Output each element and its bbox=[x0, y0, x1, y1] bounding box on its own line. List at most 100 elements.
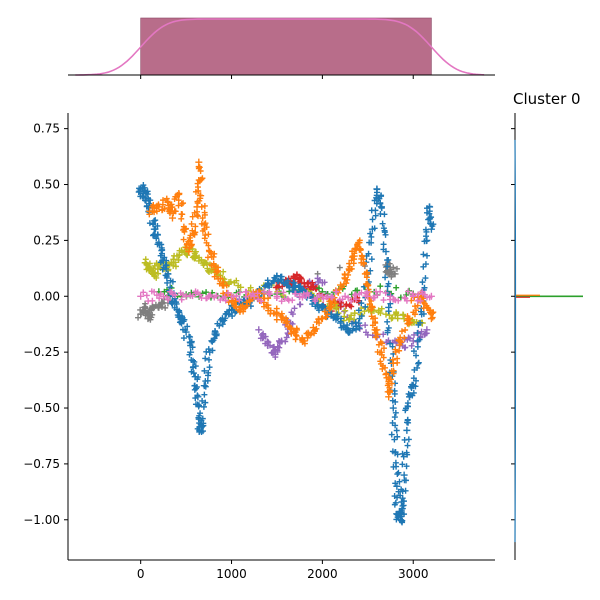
data-point-fill bbox=[178, 296, 185, 303]
data-point-fill bbox=[203, 260, 210, 267]
data-point-fill bbox=[414, 330, 421, 337]
data-point-fill bbox=[315, 307, 322, 314]
data-point-fill bbox=[320, 302, 327, 309]
data-point-fill bbox=[395, 297, 402, 304]
data-point-fill bbox=[183, 244, 190, 251]
data-point-fill bbox=[314, 294, 321, 301]
data-point-fill bbox=[206, 364, 213, 371]
data-point-fill bbox=[403, 449, 410, 456]
data-point-fill bbox=[389, 356, 396, 363]
data-point-fill bbox=[305, 292, 312, 299]
data-point-fill bbox=[229, 313, 236, 320]
data-point-fill bbox=[195, 213, 202, 220]
data-point bbox=[164, 198, 172, 206]
data-point-fill bbox=[292, 332, 299, 339]
data-point-fill bbox=[378, 192, 385, 199]
data-point-fill bbox=[196, 402, 203, 409]
data-point-fill bbox=[394, 433, 401, 440]
data-point-fill bbox=[264, 277, 271, 284]
data-point-fill bbox=[358, 313, 365, 320]
data-point-fill bbox=[341, 308, 348, 315]
data-point-fill bbox=[345, 316, 352, 323]
data-point bbox=[346, 315, 354, 323]
data-point-fill bbox=[278, 273, 285, 280]
data-point-fill bbox=[351, 292, 358, 299]
data-point-fill bbox=[283, 334, 290, 341]
data-point-fill bbox=[430, 309, 437, 316]
data-point-fill bbox=[209, 347, 216, 354]
data-point-fill bbox=[404, 416, 411, 423]
data-point-fill bbox=[296, 301, 303, 308]
data-point-fill bbox=[147, 316, 154, 323]
data-point-fill bbox=[394, 494, 401, 501]
data-point-fill bbox=[189, 227, 196, 234]
data-point-fill bbox=[362, 322, 369, 329]
data-point-fill bbox=[274, 344, 281, 351]
data-point-fill bbox=[411, 311, 418, 318]
data-point-fill bbox=[405, 436, 412, 443]
data-point-fill bbox=[399, 461, 406, 468]
data-point-fill bbox=[309, 279, 316, 286]
data-point-fill bbox=[172, 193, 179, 200]
data-point-fill bbox=[394, 355, 401, 362]
data-point-fill bbox=[175, 256, 182, 263]
data-point bbox=[427, 292, 435, 300]
data-point-fill bbox=[363, 274, 370, 281]
data-point-fill bbox=[187, 333, 194, 340]
data-point-fill bbox=[351, 310, 358, 317]
y-tick-label: 0.00 bbox=[33, 289, 60, 303]
data-point-fill bbox=[206, 269, 213, 276]
data-point-fill bbox=[180, 236, 187, 243]
data-point-fill bbox=[255, 296, 262, 303]
x-tick-label: 1000 bbox=[216, 567, 247, 581]
data-point-fill bbox=[426, 215, 433, 222]
data-point-fill bbox=[199, 415, 206, 422]
data-point-fill bbox=[189, 246, 196, 253]
data-point bbox=[409, 382, 417, 390]
data-point-fill bbox=[418, 328, 425, 335]
data-point bbox=[168, 214, 176, 222]
data-point-fill bbox=[425, 216, 432, 223]
data-point-fill bbox=[263, 301, 270, 308]
data-point-fill bbox=[142, 256, 149, 263]
data-point-fill bbox=[396, 347, 403, 354]
data-point-fill bbox=[403, 463, 410, 470]
data-point bbox=[159, 292, 167, 300]
data-point-fill bbox=[385, 380, 392, 387]
data-point bbox=[337, 281, 345, 289]
data-point-fill bbox=[378, 305, 385, 312]
data-point-fill bbox=[391, 296, 398, 303]
data-point-fill bbox=[233, 277, 240, 284]
data-point-fill bbox=[208, 262, 215, 269]
data-point-fill bbox=[189, 364, 196, 371]
data-point-fill bbox=[159, 247, 166, 254]
data-point-fill bbox=[176, 191, 183, 198]
data-point-fill bbox=[355, 307, 362, 314]
data-point-fill bbox=[223, 282, 230, 289]
data-point-fill bbox=[198, 256, 205, 263]
top-marginal-bar bbox=[140, 17, 432, 76]
data-point-fill bbox=[385, 256, 392, 263]
data-point-fill bbox=[196, 291, 203, 298]
data-point bbox=[150, 225, 158, 233]
data-point-fill bbox=[200, 428, 207, 435]
data-point bbox=[391, 270, 399, 278]
data-point-fill bbox=[161, 205, 168, 212]
data-point-fill bbox=[399, 502, 406, 509]
data-point-fill bbox=[416, 336, 423, 343]
data-point-fill bbox=[287, 326, 294, 333]
y-tick-label: 0.25 bbox=[33, 233, 60, 247]
data-point-fill bbox=[358, 289, 365, 296]
data-point-fill bbox=[261, 288, 268, 295]
data-point-fill bbox=[259, 335, 266, 342]
data-point-fill bbox=[419, 279, 426, 286]
data-point-fill bbox=[221, 293, 228, 300]
data-point-fill bbox=[168, 300, 175, 307]
data-point bbox=[393, 482, 401, 490]
data-point-fill bbox=[147, 197, 154, 204]
data-point-fill bbox=[424, 205, 430, 212]
data-point-fill bbox=[188, 357, 195, 364]
data-point-fill bbox=[169, 301, 176, 308]
data-point-fill bbox=[201, 202, 208, 209]
data-point-fill bbox=[205, 356, 212, 363]
